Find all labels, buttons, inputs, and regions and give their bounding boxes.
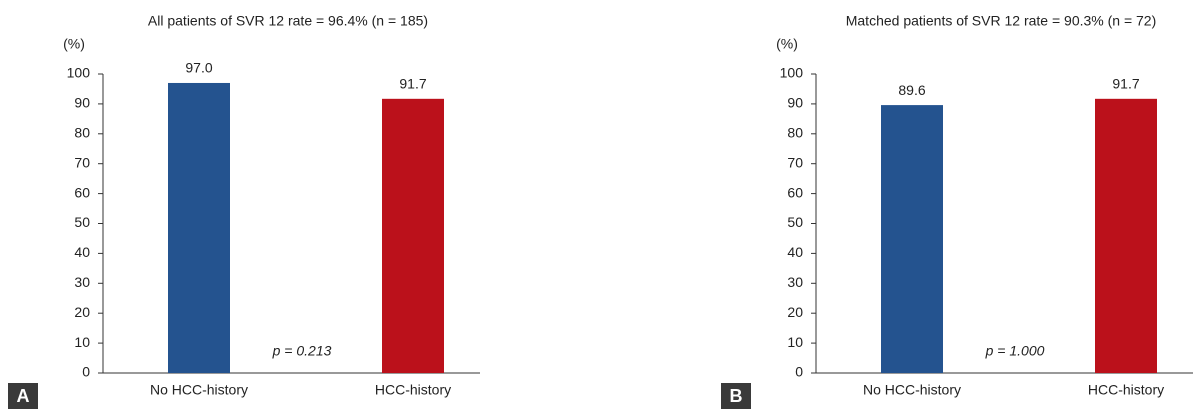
y-tick-label: 100 [780, 65, 804, 81]
y-tick-label: 0 [82, 364, 90, 380]
panel-label-box [8, 383, 38, 409]
chart-title: All patients of SVR 12 rate = 96.4% (n =… [148, 13, 428, 29]
y-tick-label: 60 [787, 184, 803, 200]
y-axis-label: (%) [63, 36, 85, 52]
y-tick-label: 100 [67, 65, 91, 81]
chart-title: Matched patients of SVR 12 rate = 90.3% … [846, 13, 1157, 29]
y-tick-label: 80 [74, 125, 90, 141]
panel-label: B [730, 386, 743, 406]
y-tick-label: 80 [787, 125, 803, 141]
y-tick-label: 30 [74, 274, 90, 290]
y-tick-label: 10 [74, 334, 90, 350]
panel-label-box [721, 383, 751, 409]
y-tick-label: 90 [787, 95, 803, 111]
y-tick-label: 50 [787, 214, 803, 230]
y-axis-label: (%) [776, 36, 798, 52]
y-tick-label: 40 [74, 244, 90, 260]
annotation: p = 0.213 [272, 343, 332, 359]
x-tick-label: No HCC-history [150, 382, 248, 398]
x-tick-label: No HCC-history [863, 382, 961, 398]
y-tick-label: 10 [787, 334, 803, 350]
y-tick-label: 70 [787, 154, 803, 170]
y-tick-label: 70 [74, 154, 90, 170]
y-tick-label: 0 [795, 364, 803, 380]
bar [168, 82, 230, 373]
bar [382, 98, 444, 373]
y-tick-label: 20 [74, 304, 90, 320]
x-tick-label: HCC-history [375, 382, 451, 398]
y-tick-label: 40 [787, 244, 803, 260]
value-label: 97.0 [185, 60, 212, 76]
y-tick-label: 50 [74, 214, 90, 230]
value-label: 91.7 [399, 76, 426, 92]
value-label: 91.7 [1112, 76, 1139, 92]
bar [881, 105, 943, 373]
y-tick-label: 20 [787, 304, 803, 320]
value-label: 89.6 [898, 82, 925, 98]
y-tick-label: 30 [787, 274, 803, 290]
y-tick-label: 90 [74, 95, 90, 111]
annotation: p = 1.000 [985, 343, 1045, 359]
y-tick-label: 60 [74, 184, 90, 200]
panel-label: A [17, 386, 30, 406]
x-tick-label: HCC-history [1088, 382, 1164, 398]
bar [1095, 98, 1157, 373]
